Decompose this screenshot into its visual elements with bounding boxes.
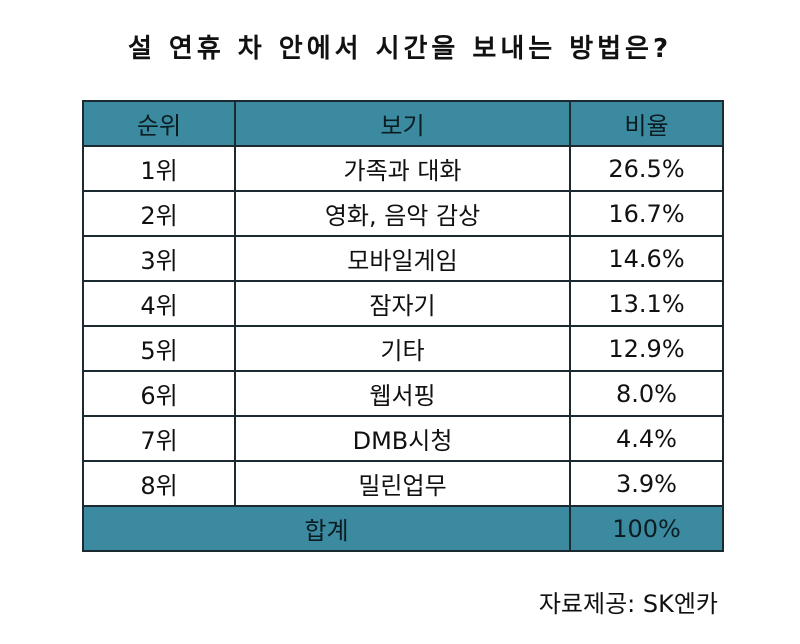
table-row: 8위 밀린업무 3.9% [82, 460, 724, 507]
page-title: 설 연휴 차 안에서 시간을 보내는 방법은? [127, 34, 673, 64]
row-item: DMB시청 [234, 415, 571, 462]
total-value: 100% [569, 505, 724, 552]
table-row: 6위 웹서핑 8.0% [82, 370, 724, 417]
row-rank: 3위 [82, 235, 236, 282]
header-rank: 순위 [82, 100, 236, 147]
table-total-row: 합계 100% [82, 505, 724, 552]
row-ratio: 14.6% [569, 235, 724, 282]
table-row: 3위 모바일게임 14.6% [82, 235, 724, 282]
table-row: 1위 가족과 대화 26.5% [82, 145, 724, 192]
row-ratio: 3.9% [569, 460, 724, 507]
table-row: 4위 잠자기 13.1% [82, 280, 724, 327]
table-header-row: 순위 보기 비율 [82, 100, 724, 147]
row-rank: 6위 [82, 370, 236, 417]
row-rank: 2위 [82, 190, 236, 237]
header-ratio: 비율 [569, 100, 724, 147]
row-item: 기타 [234, 325, 571, 372]
row-rank: 8위 [82, 460, 236, 507]
row-rank: 1위 [82, 145, 236, 192]
row-rank: 7위 [82, 415, 236, 462]
survey-table: 순위 보기 비율 1위 가족과 대화 26.5% 2위 영화, 음악 감상 16… [82, 100, 724, 552]
row-ratio: 13.1% [569, 280, 724, 327]
row-ratio: 16.7% [569, 190, 724, 237]
row-item: 웹서핑 [234, 370, 571, 417]
row-ratio: 4.4% [569, 415, 724, 462]
row-rank: 5위 [82, 325, 236, 372]
row-ratio: 12.9% [569, 325, 724, 372]
row-ratio: 26.5% [569, 145, 724, 192]
total-label: 합계 [82, 505, 571, 552]
header-item: 보기 [234, 100, 571, 147]
row-item: 밀린업무 [234, 460, 571, 507]
source-credit: 자료제공: SK엔카 [538, 590, 718, 618]
table-row: 7위 DMB시청 4.4% [82, 415, 724, 462]
row-rank: 4위 [82, 280, 236, 327]
row-item: 가족과 대화 [234, 145, 571, 192]
row-item: 영화, 음악 감상 [234, 190, 571, 237]
row-item: 모바일게임 [234, 235, 571, 282]
row-item: 잠자기 [234, 280, 571, 327]
row-ratio: 8.0% [569, 370, 724, 417]
table-row: 5위 기타 12.9% [82, 325, 724, 372]
table-row: 2위 영화, 음악 감상 16.7% [82, 190, 724, 237]
